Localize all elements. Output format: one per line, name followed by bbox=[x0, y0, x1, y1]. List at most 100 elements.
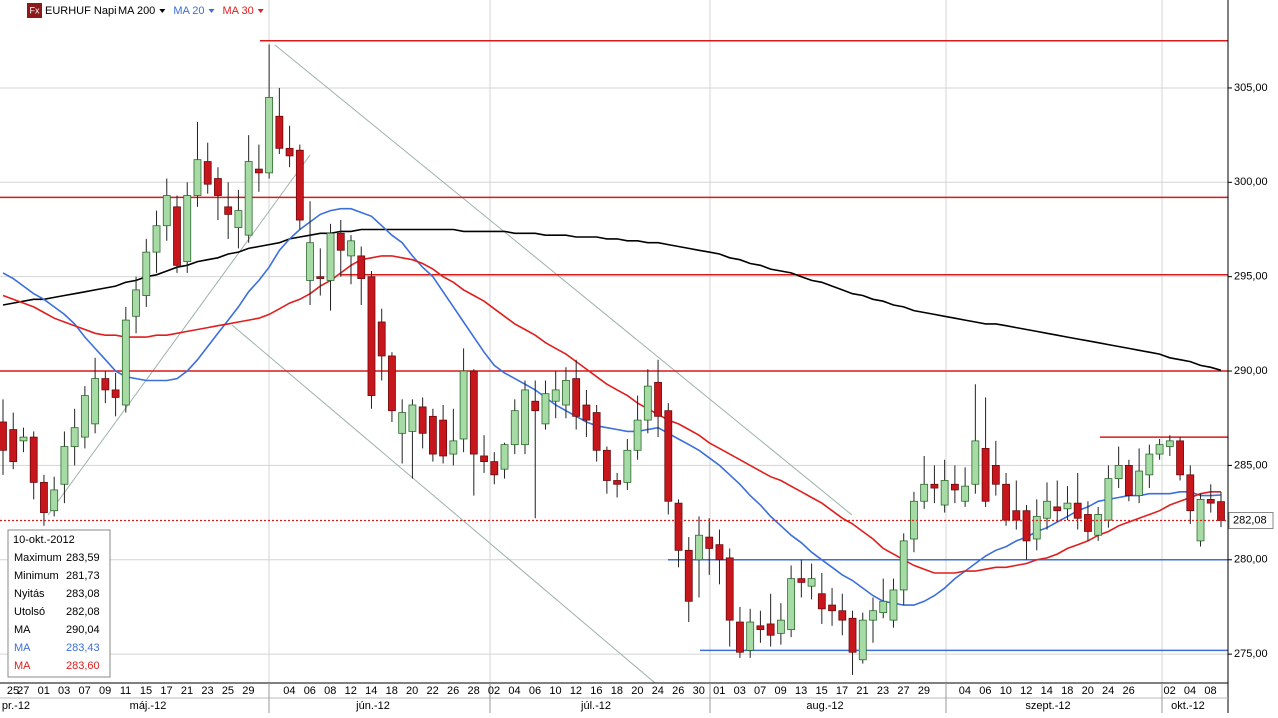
candle-body bbox=[367, 276, 376, 396]
candle-body bbox=[357, 255, 366, 279]
candle-body bbox=[623, 449, 632, 483]
x-tick-label: 17 bbox=[160, 685, 172, 697]
x-tick-label: 24 bbox=[1102, 685, 1114, 697]
info-value: 283,60 bbox=[66, 660, 100, 672]
x-tick-label: 23 bbox=[201, 685, 213, 697]
candle-body bbox=[1155, 444, 1164, 455]
candle-body bbox=[562, 380, 570, 406]
month-label: máj.-12 bbox=[130, 700, 167, 712]
x-tick-label: 03 bbox=[58, 685, 70, 697]
x-tick-label: 02 bbox=[1163, 685, 1175, 697]
symbol-icon-label: Fx bbox=[30, 5, 40, 15]
candle-body bbox=[29, 436, 38, 483]
x-tick-label: 25 bbox=[7, 685, 19, 697]
candle-body bbox=[50, 489, 59, 512]
candle-body bbox=[756, 625, 765, 630]
symbol-icon bbox=[27, 3, 42, 18]
x-tick-label: 16 bbox=[590, 685, 602, 697]
trend-line bbox=[274, 44, 853, 516]
candle-body bbox=[572, 378, 581, 417]
x-tick-label: 25 bbox=[222, 685, 234, 697]
candle-body bbox=[265, 96, 274, 174]
x-tick-label: 24 bbox=[652, 685, 664, 697]
candle-body bbox=[1145, 453, 1154, 476]
x-tick-label: 12 bbox=[570, 685, 582, 697]
legend-arrow bbox=[159, 9, 166, 13]
plot-area bbox=[0, 40, 1228, 683]
x-tick-label: 08 bbox=[1204, 685, 1216, 697]
x-tick-label: 08 bbox=[324, 685, 336, 697]
legend-arrow bbox=[257, 9, 264, 13]
x-tick-label: 18 bbox=[611, 685, 623, 697]
x-tick-label: 28 bbox=[467, 685, 479, 697]
candle-body bbox=[9, 429, 18, 463]
x-tick-label: 04 bbox=[959, 685, 971, 697]
x-tick-label: 06 bbox=[304, 685, 316, 697]
candle-body bbox=[705, 536, 714, 549]
candle-body bbox=[930, 483, 939, 489]
candle-body bbox=[869, 610, 877, 621]
candle-body bbox=[592, 412, 601, 451]
x-tick-label: 18 bbox=[386, 685, 398, 697]
candle-body bbox=[920, 483, 929, 502]
candle-body bbox=[347, 240, 355, 257]
legend-arrow bbox=[208, 9, 215, 13]
info-label: MA bbox=[14, 624, 31, 636]
x-tick-label: 20 bbox=[406, 685, 418, 697]
candle-body bbox=[817, 593, 826, 610]
candle-body bbox=[398, 412, 407, 434]
x-tick-label: 20 bbox=[1082, 685, 1094, 697]
x-tick-label: 27 bbox=[897, 685, 909, 697]
candle-body bbox=[388, 355, 396, 412]
candle-body bbox=[1124, 464, 1133, 496]
candle-body bbox=[776, 619, 785, 634]
candle-body bbox=[1217, 501, 1225, 521]
x-tick-label: 29 bbox=[242, 685, 254, 697]
x-tick-label: 15 bbox=[815, 685, 827, 697]
candle-body bbox=[1165, 440, 1174, 447]
legend-entry: MA 20 bbox=[173, 5, 204, 17]
candle-body bbox=[664, 410, 673, 502]
candle-body bbox=[654, 381, 662, 417]
month-label: okt.-12 bbox=[1171, 700, 1205, 712]
candle-body bbox=[234, 210, 243, 229]
x-tick-label: 26 bbox=[447, 685, 459, 697]
candle-body bbox=[531, 400, 540, 412]
x-tick-label: 09 bbox=[775, 685, 787, 697]
candle-body bbox=[121, 319, 130, 406]
candle-body bbox=[797, 578, 806, 583]
candle-body bbox=[142, 251, 151, 296]
candle-body bbox=[70, 427, 79, 447]
x-tick-label: 04 bbox=[508, 685, 520, 697]
x-tick-label: 23 bbox=[877, 685, 889, 697]
candle-body bbox=[510, 410, 519, 446]
x-tick-label: 11 bbox=[120, 685, 131, 697]
candle-body bbox=[244, 161, 253, 236]
candle-body bbox=[480, 455, 488, 463]
info-value: 282,08 bbox=[66, 606, 100, 618]
info-label: Maximum bbox=[14, 552, 62, 564]
y-tick-label: 285,00 bbox=[1234, 459, 1268, 471]
x-tick-label: 26 bbox=[672, 685, 684, 697]
x-tick-label: 13 bbox=[795, 685, 807, 697]
candle-body bbox=[214, 178, 222, 196]
candle-body bbox=[674, 502, 683, 551]
info-label: Minimum bbox=[14, 570, 59, 582]
candle-body bbox=[695, 534, 703, 561]
y-tick-label: 290,00 bbox=[1234, 365, 1268, 377]
x-tick-label: 10 bbox=[1000, 685, 1012, 697]
candle-body bbox=[1053, 506, 1062, 512]
x-tick-label: 15 bbox=[140, 685, 152, 697]
x-tick-label: 12 bbox=[1020, 685, 1032, 697]
candle-body bbox=[602, 449, 611, 481]
ma-line bbox=[2, 228, 1222, 372]
y-tick-label: 275,00 bbox=[1234, 648, 1268, 660]
levels bbox=[0, 40, 1228, 652]
x-tick-label: 01 bbox=[38, 685, 50, 697]
candle-body bbox=[418, 406, 427, 434]
candle-body bbox=[449, 440, 458, 455]
candle-body bbox=[408, 404, 417, 432]
candle-body bbox=[193, 159, 202, 196]
legend: Fx EURHUF Napi MA 200 MA 20 MA 30 bbox=[27, 3, 264, 18]
